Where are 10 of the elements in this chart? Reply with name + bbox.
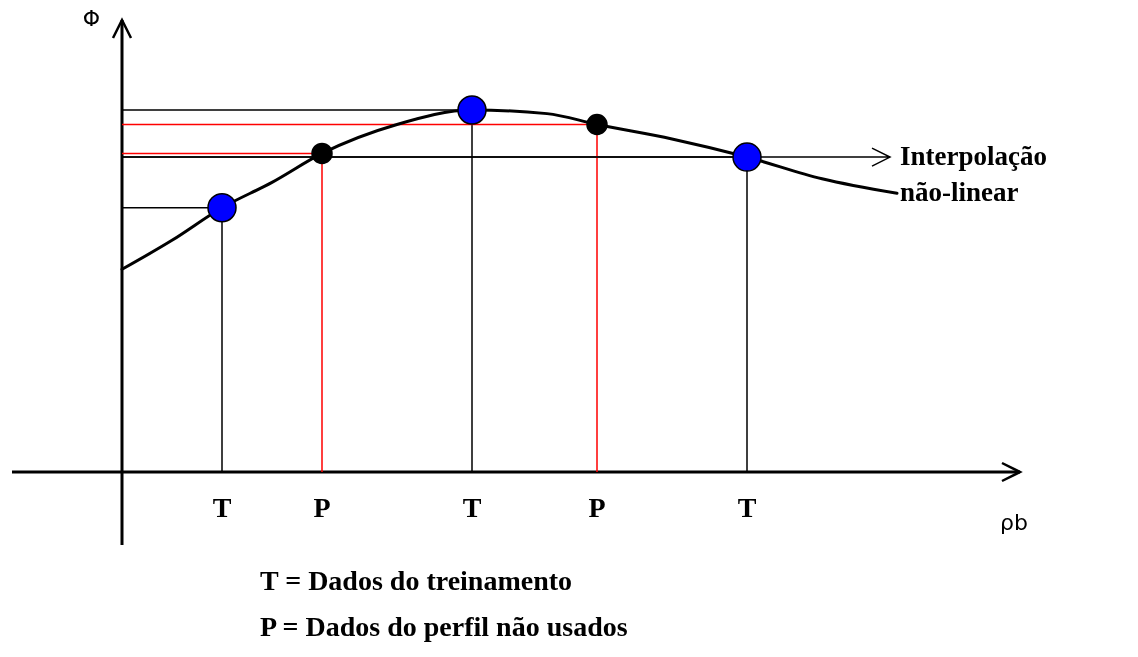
y-axis-title: Φ <box>82 6 100 31</box>
text: T = Dados do treinamento <box>260 565 573 596</box>
x-tick-label: T <box>462 492 482 523</box>
x-tick-label: P <box>313 492 331 523</box>
ref-line-label: Interpolação não-linear <box>900 141 1047 208</box>
text: P = Dados do perfil não usados <box>260 611 628 642</box>
x-tick-label: P <box>588 492 606 523</box>
x-axis-title: ρb <box>1000 510 1028 535</box>
x-tick-label: T <box>212 492 232 523</box>
x-tick-label: T <box>737 492 757 523</box>
